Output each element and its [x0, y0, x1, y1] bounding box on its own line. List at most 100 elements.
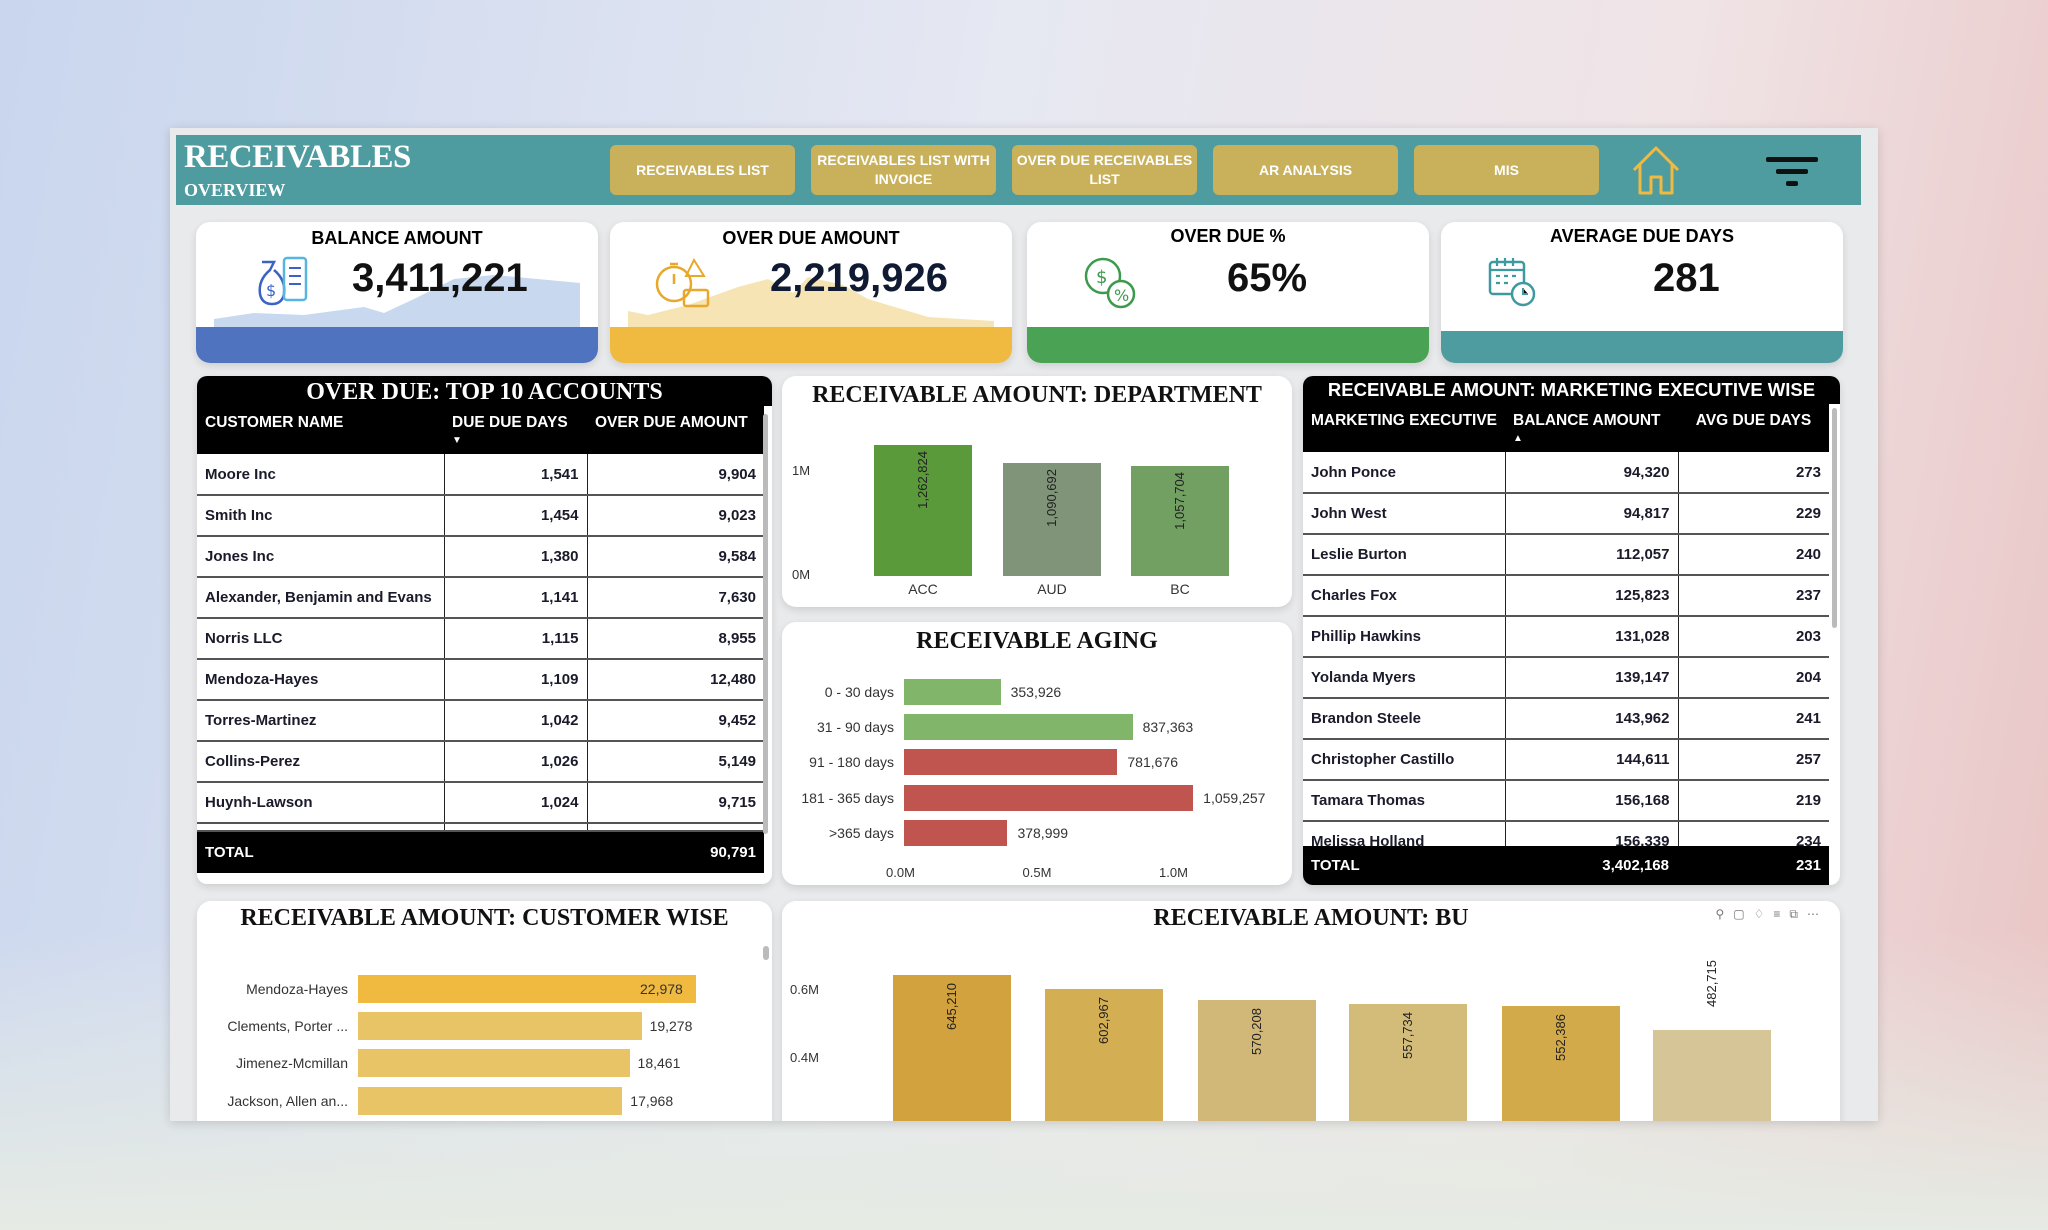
bar-acc[interactable]: [874, 444, 972, 576]
marketing-panel: RECEIVABLE AMOUNT: MARKETING EXECUTIVE W…: [1303, 376, 1840, 885]
y-tick-label: Jimenez-Mcmillan: [235, 1055, 348, 1071]
filter-icon[interactable]: ≡: [1773, 907, 1790, 921]
table-row[interactable]: Mendoza-Hayes 1,109 12,480: [197, 659, 764, 701]
money-bag-receipt-icon: $: [258, 256, 308, 306]
nav-receivables-list-invoice[interactable]: RECEIVABLES LIST WITH INVOICE: [811, 145, 996, 195]
bar-aud[interactable]: [1003, 462, 1101, 576]
executive-name: Christopher Castillo: [1303, 739, 1505, 781]
table-row[interactable]: Smith Inc 1,454 9,023: [197, 495, 764, 537]
executive-name: John Ponce: [1303, 452, 1505, 494]
over-due-amount: 12,480: [586, 659, 764, 701]
col-customer-name[interactable]: CUSTOMER NAME: [197, 406, 444, 454]
home-icon[interactable]: [1629, 143, 1683, 197]
bar-data-label: 1,090,692: [1044, 468, 1059, 527]
table-row[interactable]: Brandon Steele 143,962 241: [1303, 698, 1829, 740]
avg-due-days: 204: [1677, 657, 1829, 699]
marketing-table: MARKETING EXECUTIVE BALANCE AMOUNT ▲ AVG …: [1303, 404, 1829, 863]
kpi-overdue-amount: OVER DUE AMOUNT 2,219,926: [610, 222, 1012, 363]
table-row[interactable]: Christopher Castillo 144,611 257: [1303, 739, 1829, 781]
col-marketing-executive[interactable]: MARKETING EXECUTIVE: [1303, 404, 1505, 452]
empty-cell: [197, 823, 444, 832]
bu-bar[interactable]: [1198, 1000, 1316, 1121]
table-row[interactable]: Yolanda Myers 139,147 204: [1303, 657, 1829, 699]
table-row[interactable]: Charles Fox 125,823 237: [1303, 575, 1829, 617]
bu-bar[interactable]: [1653, 1029, 1771, 1121]
col-balance-amount[interactable]: BALANCE AMOUNT ▲: [1505, 404, 1678, 452]
x-tick-label: BC: [1170, 581, 1190, 597]
table-row[interactable]: Collins-Perez 1,026 5,149: [197, 741, 764, 783]
kpi-title: AVERAGE DUE DAYS: [1549, 226, 1735, 246]
bu-chart: 0.2M 0.4M 0.6M 645,210 602,967 570,208 557,734…: [782, 901, 1840, 1121]
top10-panel: OVER DUE: TOP 10 ACCOUNTS CUSTOMER NAME …: [197, 376, 772, 884]
nav-mis[interactable]: MIS: [1414, 145, 1599, 195]
marketing-table-wrap: MARKETING EXECUTIVE BALANCE AMOUNT ▲ AVG …: [1303, 404, 1829, 885]
nav-ar-analysis[interactable]: AR ANALYSIS: [1213, 145, 1398, 195]
bar-data-label: 645,210: [944, 982, 959, 1030]
kpi-overdue-percent: OVER DUE % $% 65%: [1027, 222, 1429, 363]
pin-icon[interactable]: ⚲: [1715, 907, 1734, 921]
nav-overdue-receivables-list[interactable]: OVER DUE RECEIVABLES LIST: [1012, 145, 1197, 195]
bu-bar[interactable]: [893, 974, 1011, 1121]
svg-text:$: $: [1096, 267, 1107, 288]
balance-amount: 143,962: [1504, 698, 1678, 740]
table-row[interactable]: Jones Inc 1,380 9,584: [197, 536, 764, 578]
table-row[interactable]: Alexander, Benjamin and Evans 1,141 7,630: [197, 577, 764, 619]
table-row[interactable]: Moore Inc 1,541 9,904: [197, 454, 764, 496]
kpi-band: [196, 327, 598, 363]
focus-mode-icon[interactable]: ⧉: [1789, 907, 1807, 921]
executive-name: Phillip Hawkins: [1303, 616, 1505, 658]
aging-bar[interactable]: [904, 714, 1133, 740]
y-tick-label: >365 days: [829, 825, 894, 841]
vertical-scrollbar[interactable]: [1832, 408, 1837, 628]
bar-bc[interactable]: [1131, 465, 1229, 576]
alert-icon[interactable]: ♢: [1753, 907, 1774, 921]
aging-bar[interactable]: [904, 679, 1001, 705]
aging-bar[interactable]: [904, 820, 1008, 846]
due-days: 1,042: [443, 700, 587, 742]
copy-icon[interactable]: ▢: [1733, 907, 1754, 921]
customer-bar[interactable]: [358, 1012, 642, 1040]
table-row[interactable]: Huynh-Lawson 1,024 9,715: [197, 782, 764, 824]
customer-bar[interactable]: [358, 975, 696, 1003]
vertical-scrollbar[interactable]: [763, 414, 768, 834]
col-over-due-amount[interactable]: OVER DUE AMOUNT: [587, 406, 764, 454]
customer-title: RECEIVABLE AMOUNT: CUSTOMER WISE: [240, 905, 729, 931]
table-row[interactable]: Torres-Martinez 1,042 9,452: [197, 700, 764, 742]
bu-bar[interactable]: [1349, 1004, 1467, 1121]
y-tick-label: 0.6M: [790, 982, 819, 997]
table-row[interactable]: Norris LLC 1,115 8,955: [197, 618, 764, 660]
y-tick-label: 91 - 180 days: [809, 754, 894, 770]
bu-bar[interactable]: [1045, 988, 1163, 1121]
bar-data-label: 482,715: [1704, 959, 1719, 1007]
bu-bar[interactable]: [1502, 1006, 1620, 1121]
table-row[interactable]: Tamara Thomas 156,168 219: [1303, 780, 1829, 822]
nav-receivables-list[interactable]: RECEIVABLES LIST: [610, 145, 795, 195]
total-amount: 90,791: [587, 831, 764, 873]
filter-icon[interactable]: [1766, 155, 1818, 189]
table-row[interactable]: John Ponce 94,320 273: [1303, 452, 1829, 494]
table-row[interactable]: Leslie Burton 112,057 240: [1303, 534, 1829, 576]
bar-data-label: 552,386: [1553, 1014, 1568, 1062]
over-due-amount: 7,630: [586, 577, 764, 619]
y-tick-label: Mendoza-Hayes: [246, 981, 348, 997]
table-row[interactable]: Phillip Hawkins 131,028 203: [1303, 616, 1829, 658]
due-days: 1,380: [443, 536, 587, 578]
customer-bar[interactable]: [358, 1049, 630, 1077]
aging-title: RECEIVABLE AGING: [916, 628, 1158, 654]
sort-asc-icon: ▲: [1513, 433, 1523, 444]
balance-amount: 112,057: [1504, 534, 1678, 576]
customer-bar[interactable]: [358, 1087, 623, 1115]
vertical-scrollbar[interactable]: [763, 946, 769, 960]
table-row[interactable]: John West 94,817 229: [1303, 493, 1829, 535]
more-options-icon[interactable]: ⋯: [1807, 907, 1828, 921]
aging-bar[interactable]: [904, 749, 1118, 775]
balance-amount: 144,611: [1504, 739, 1678, 781]
customer-name: Collins-Perez: [197, 741, 444, 783]
col-avg-due-days[interactable]: AVG DUE DAYS: [1678, 404, 1829, 452]
department-chart: 0M 1M 1,262,824 ACC 1,090,692 AUD 1,057,704 BC: [782, 376, 1292, 607]
y-tick-label: 0.4M: [790, 1050, 819, 1065]
kpi-value: 3,411,221: [352, 256, 528, 300]
col-due-days[interactable]: DUE DUE DAYS ▼: [444, 406, 587, 454]
aging-bar[interactable]: [904, 785, 1194, 811]
over-due-amount: 5,149: [586, 741, 764, 783]
